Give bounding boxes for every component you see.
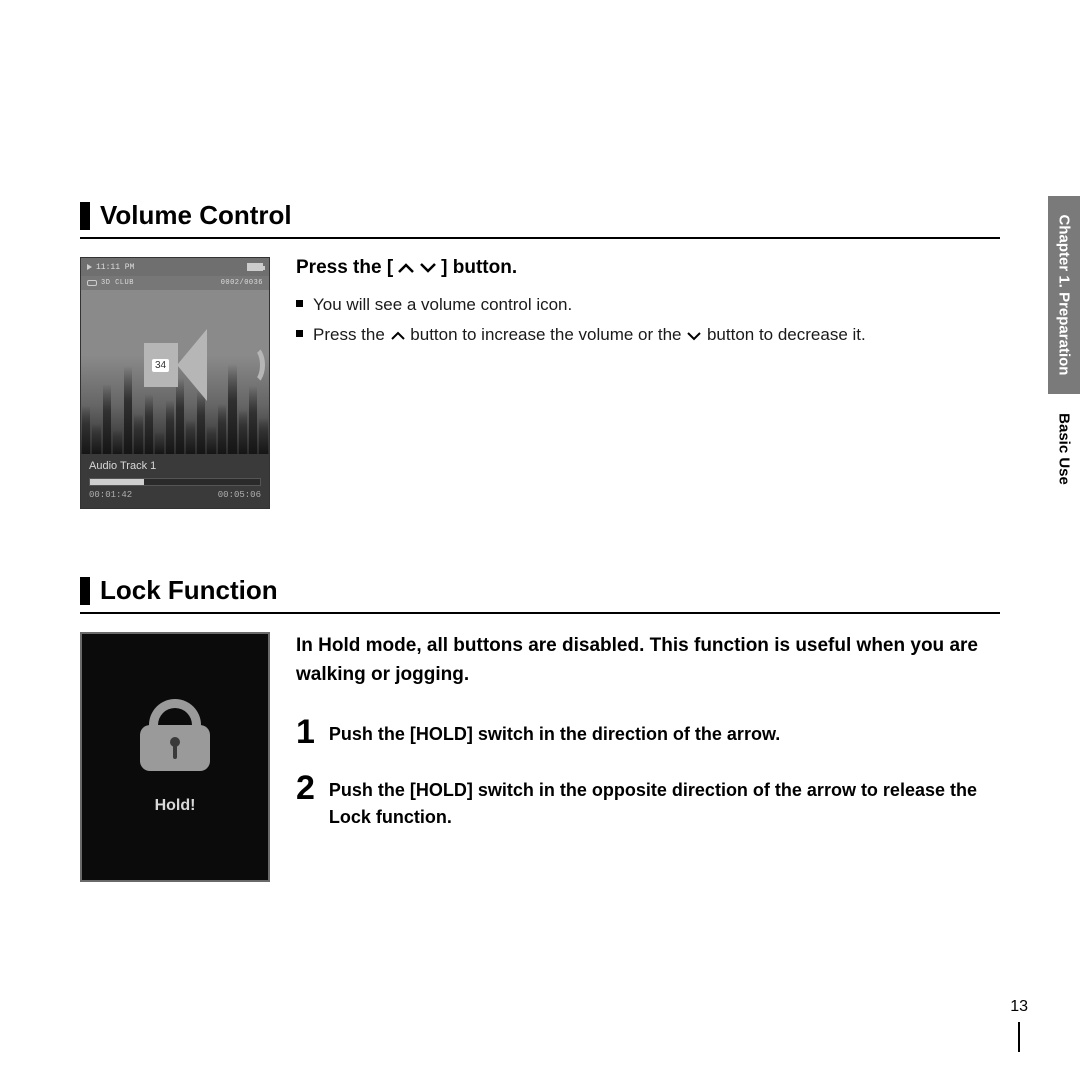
volume-device-screenshot: 11:11 PM 3D CLUB 0002/0036 34 xyxy=(80,257,270,509)
speaker-icon: 34 xyxy=(115,317,235,413)
speaker-cone xyxy=(177,329,207,401)
device-subbar: 3D CLUB 0002/0036 xyxy=(81,276,269,290)
volume-bullets: You will see a volume control icon. Pres… xyxy=(296,293,1000,347)
device-footer: Audio Track 1 00:01:42 00:05:06 xyxy=(81,454,269,508)
volume-heading-title: Volume Control xyxy=(100,200,292,231)
bullet-text: You will see a volume control icon. xyxy=(313,293,572,317)
track-name: Audio Track 1 xyxy=(89,460,261,472)
page-content: Volume Control 11:11 PM 3D CLUB 0002/003… xyxy=(80,200,1000,882)
repeat-icon xyxy=(87,280,97,286)
speaker-box: 34 xyxy=(144,343,178,387)
heading-bar xyxy=(80,577,90,605)
step-number: 1 xyxy=(296,715,315,749)
battery-icon xyxy=(247,263,263,271)
subhead-suffix: ] button. xyxy=(441,257,517,279)
side-tab-chapter-label: Chapter 1. Preparation xyxy=(1056,215,1073,376)
page-number-tick xyxy=(1018,1022,1020,1052)
time-elapsed: 00:01:42 xyxy=(89,490,132,500)
statusbar-left: 11:11 PM xyxy=(87,263,134,272)
device-main: 34 xyxy=(81,290,269,454)
step-text: Push the [HOLD] switch in the direction … xyxy=(329,715,780,749)
device-statusbar: 11:11 PM xyxy=(81,258,269,276)
play-icon xyxy=(87,264,92,270)
bullet-item: Press the button to increase the volume … xyxy=(296,323,1000,347)
time-total: 00:05:06 xyxy=(218,490,261,500)
subbar-preset: 3D CLUB xyxy=(101,279,134,287)
page-number: 13 xyxy=(1010,998,1028,1052)
lock-heading: Lock Function xyxy=(80,575,1000,614)
bullet-marker xyxy=(296,300,303,307)
step-text: Push the [HOLD] switch in the opposite d… xyxy=(329,771,1000,831)
time-row: 00:01:42 00:05:06 xyxy=(89,490,261,500)
page-number-value: 13 xyxy=(1010,998,1028,1015)
step-2: 2 Push the [HOLD] switch in the opposite… xyxy=(296,771,1000,831)
volume-row: 11:11 PM 3D CLUB 0002/0036 34 xyxy=(80,257,1000,509)
heading-bar xyxy=(80,202,90,230)
lock-row: Hold! In Hold mode, all buttons are disa… xyxy=(80,632,1000,882)
chevron-up-icon xyxy=(397,261,415,275)
chevron-down-icon xyxy=(419,261,437,275)
volume-subhead: Press the [ ] button. xyxy=(296,257,517,279)
lock-label: Hold! xyxy=(155,797,196,815)
progress-bar xyxy=(89,478,261,486)
subhead-prefix: Press the [ xyxy=(296,257,393,279)
bullet-item: You will see a volume control icon. xyxy=(296,293,1000,317)
lock-text: In Hold mode, all buttons are disabled. … xyxy=(296,632,1000,882)
subbar-counter: 0002/0036 xyxy=(221,279,263,287)
chevron-up-icon xyxy=(390,325,406,344)
volume-value: 34 xyxy=(152,359,169,372)
volume-heading: Volume Control xyxy=(80,200,1000,239)
step-1: 1 Push the [HOLD] switch in the directio… xyxy=(296,715,1000,749)
side-tab-section-label: Basic Use xyxy=(1056,413,1073,485)
statusbar-time: 11:11 PM xyxy=(96,263,134,272)
volume-text: Press the [ ] button. You will see a vol… xyxy=(296,257,1000,509)
lock-icon xyxy=(140,699,210,771)
bullet-text: Press the button to increase the volume … xyxy=(313,323,866,347)
side-tab: Chapter 1. Preparation Basic Use xyxy=(1048,196,1080,504)
step-number: 2 xyxy=(296,771,315,831)
side-tab-section: Basic Use xyxy=(1048,394,1080,504)
subbar-left: 3D CLUB xyxy=(87,279,134,287)
progress-fill xyxy=(90,479,144,485)
lock-body xyxy=(140,725,210,771)
lock-heading-title: Lock Function xyxy=(100,575,278,606)
lock-device-screenshot: Hold! xyxy=(80,632,270,882)
chevron-down-icon xyxy=(686,325,702,344)
side-tab-chapter: Chapter 1. Preparation xyxy=(1048,196,1080,394)
bullet-marker xyxy=(296,330,303,337)
lock-intro: In Hold mode, all buttons are disabled. … xyxy=(296,632,1000,689)
